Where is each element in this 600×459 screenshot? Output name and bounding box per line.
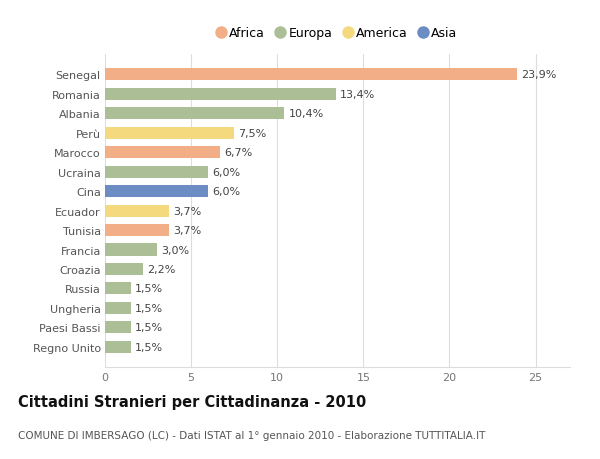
Text: 6,0%: 6,0% [212,187,241,197]
Text: 3,7%: 3,7% [173,206,201,216]
Bar [105,302,131,314]
Text: 1,5%: 1,5% [135,284,163,294]
Bar [105,69,517,81]
Text: 1,5%: 1,5% [135,323,163,333]
Text: 1,5%: 1,5% [135,303,163,313]
Bar [105,244,157,256]
Bar [105,283,131,295]
Bar [105,224,169,236]
Text: 10,4%: 10,4% [289,109,323,119]
Text: COMUNE DI IMBERSAGO (LC) - Dati ISTAT al 1° gennaio 2010 - Elaborazione TUTTITAL: COMUNE DI IMBERSAGO (LC) - Dati ISTAT al… [18,431,485,440]
Bar [105,166,208,179]
Legend: Africa, Europa, America, Asia: Africa, Europa, America, Asia [217,27,458,40]
Text: 2,2%: 2,2% [147,264,176,274]
Bar [105,322,131,334]
Text: 13,4%: 13,4% [340,90,376,100]
Bar [105,186,208,198]
Text: 6,0%: 6,0% [212,168,241,177]
Text: 23,9%: 23,9% [521,70,556,80]
Text: 7,5%: 7,5% [238,129,267,139]
Bar [105,263,143,275]
Bar [105,341,131,353]
Text: 3,0%: 3,0% [161,245,189,255]
Bar [105,205,169,217]
Bar [105,89,336,101]
Text: 1,5%: 1,5% [135,342,163,352]
Text: Cittadini Stranieri per Cittadinanza - 2010: Cittadini Stranieri per Cittadinanza - 2… [18,394,366,409]
Text: 3,7%: 3,7% [173,225,201,235]
Bar [105,108,284,120]
Text: 6,7%: 6,7% [224,148,253,158]
Bar [105,128,234,140]
Bar [105,147,220,159]
